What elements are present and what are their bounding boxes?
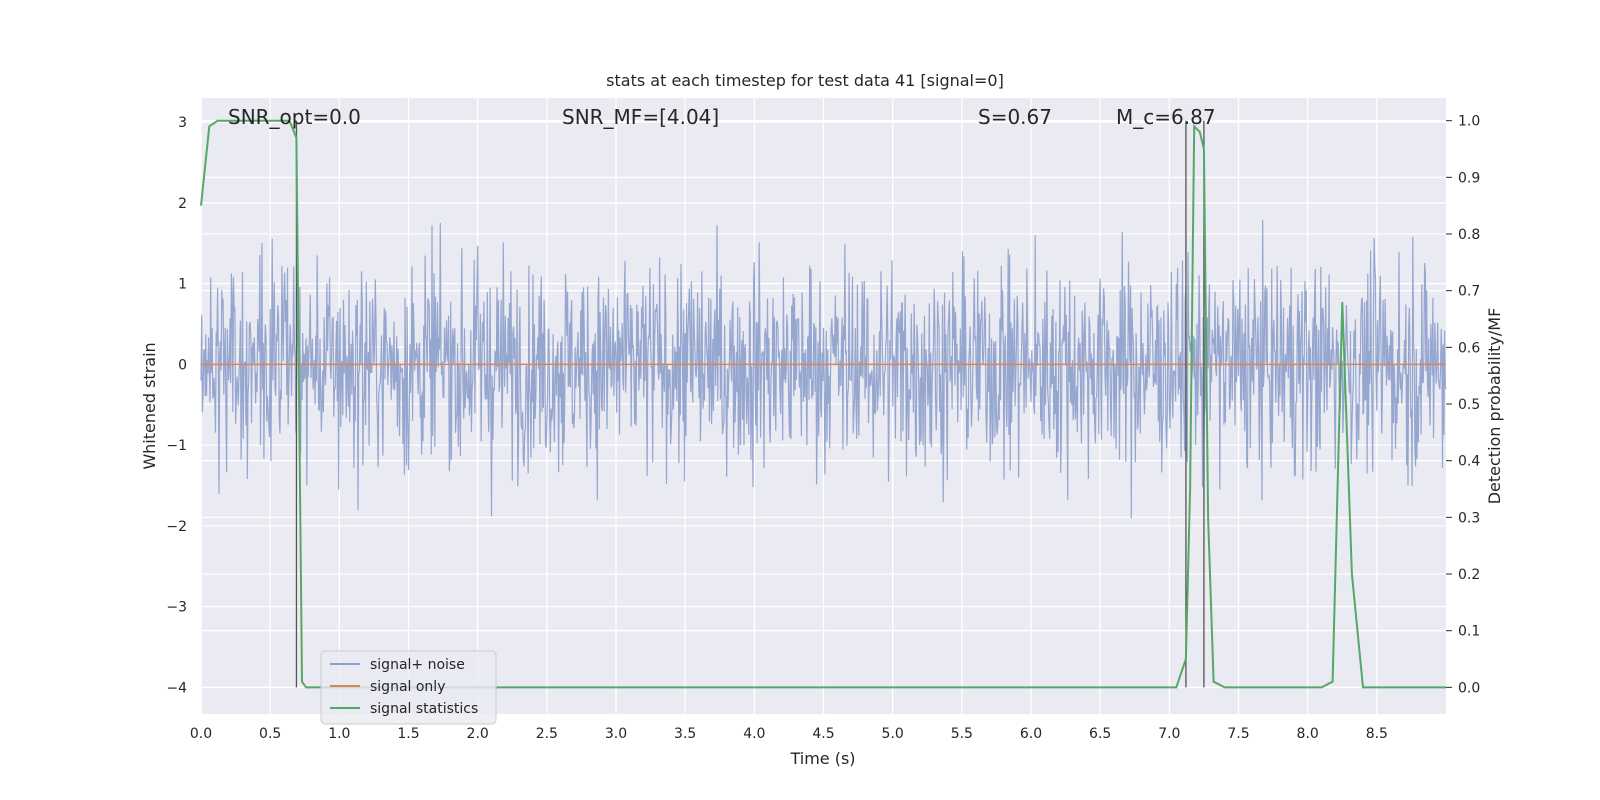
s-annotation: S=0.67 <box>978 105 1052 129</box>
x-tick-label: 7.0 <box>1158 726 1180 742</box>
x-tick-label: 8.5 <box>1366 726 1388 742</box>
x-tick-label: 1.5 <box>397 726 419 742</box>
chart-title: stats at each timestep for test data 41 … <box>606 71 1004 90</box>
x-tick-label: 8.0 <box>1297 726 1319 742</box>
x-tick-label: 3.0 <box>605 726 627 742</box>
legend-label-signal-statistics: signal statistics <box>370 701 478 717</box>
x-tick-labels: 0.0 0.5 1.0 1.5 2.0 2.5 3.0 3.5 4.0 4.5 5.0 5.5 6.0 6… <box>190 726 1388 742</box>
x-tick-label: 7.5 <box>1227 726 1249 742</box>
right-y-tick-label: 0.7 <box>1458 284 1480 300</box>
right-y-tick-label: 0.9 <box>1458 170 1480 186</box>
signal-statistics-line <box>200 119 1446 689</box>
right-y-tick-label: 0.3 <box>1458 510 1480 526</box>
x-tick-label: 5.0 <box>882 726 904 742</box>
left-y-tick-label: −1 <box>166 438 187 454</box>
x-tick-label: 4.5 <box>812 726 834 742</box>
x-tick-label: 0.5 <box>259 726 281 742</box>
x-tick-label: 6.0 <box>1020 726 1042 742</box>
legend-box <box>320 650 497 725</box>
x-tick-label: 6.5 <box>1089 726 1111 742</box>
x-tick-label: 3.5 <box>674 726 696 742</box>
x-tick-label: 0.0 <box>190 726 212 742</box>
left-y-axis-label: Whitened strain <box>140 342 159 469</box>
signal-noise-line <box>200 219 1447 519</box>
annotations: SNR_opt=0.0 SNR_MF=[4.04] S=0.67 M_c=6.8… <box>228 105 1216 129</box>
legend-label-signal-noise: signal+ noise <box>370 657 465 673</box>
right-y-tick-label: 0.4 <box>1458 454 1480 470</box>
right-y-tick-label: 0.8 <box>1458 227 1480 243</box>
right-y-axis-label: Detection probability/MF <box>1485 308 1504 505</box>
x-tick-label: 4.0 <box>743 726 765 742</box>
right-y-tick-label: 0.2 <box>1458 567 1480 583</box>
left-y-tick-label: −4 <box>166 680 187 696</box>
signal-statistics-series <box>200 119 1446 689</box>
legend: signal+ noise signal only signal statist… <box>320 650 497 725</box>
left-y-tick-label: 1 <box>178 277 187 293</box>
left-y-tick-label: 2 <box>178 196 187 212</box>
left-y-tick-labels: 3 2 1 0 −1 −2 −3 −4 <box>166 115 187 696</box>
right-y-tick-label: 0.5 <box>1458 397 1480 413</box>
right-y-tick-labels: 1.0 0.9 0.8 0.7 0.6 0.5 0.4 0.3 0.2 0.1 0.0 <box>1446 114 1480 696</box>
x-axis-label: Time (s) <box>789 749 855 768</box>
right-y-tick-label: 0.1 <box>1458 624 1480 640</box>
left-y-tick-label: 3 <box>178 115 187 131</box>
x-tick-label: 2.0 <box>467 726 489 742</box>
left-y-tick-label: −3 <box>166 600 187 616</box>
right-y-tick-label: 0.0 <box>1458 680 1480 696</box>
left-y-tick-label: 0 <box>178 357 187 373</box>
x-tick-label: 5.5 <box>951 726 973 742</box>
legend-label-signal-only: signal only <box>370 679 445 695</box>
snr-mf-annotation: SNR_MF=[4.04] <box>562 105 719 129</box>
left-y-tick-label: −2 <box>166 519 187 535</box>
right-y-tick-label: 0.6 <box>1458 340 1480 356</box>
signal-noise-series <box>200 219 1447 519</box>
x-tick-label: 2.5 <box>536 726 558 742</box>
right-y-tick-label: 1.0 <box>1458 114 1480 130</box>
x-tick-label: 1.0 <box>328 726 350 742</box>
snr-opt-annotation: SNR_opt=0.0 <box>228 105 361 129</box>
mc-annotation: M_c=6.87 <box>1116 105 1216 129</box>
